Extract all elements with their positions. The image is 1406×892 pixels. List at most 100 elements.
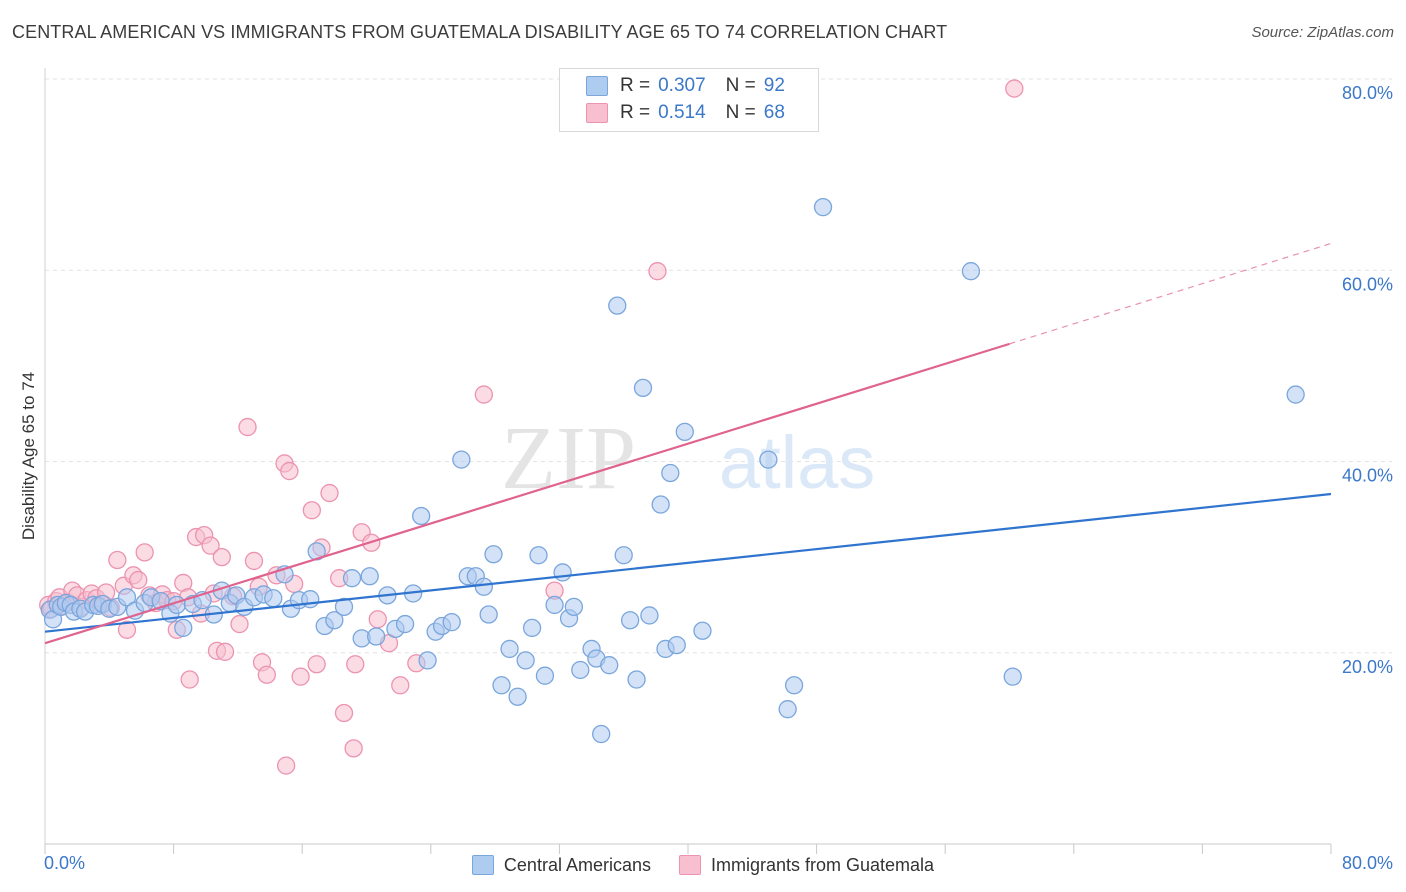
guatemala-point — [215, 642, 235, 661]
central-american-point — [117, 588, 137, 607]
central-american-point — [667, 635, 686, 655]
central-american-point — [620, 611, 640, 630]
axes — [44, 68, 1332, 854]
central-american-point — [608, 296, 627, 315]
central-american-point — [529, 546, 548, 565]
central-american-point — [1286, 385, 1305, 404]
central-american-point — [545, 595, 564, 615]
central-american-point — [564, 597, 584, 616]
central-american-point — [366, 627, 386, 646]
central-american-point — [813, 197, 833, 217]
central-american-point — [675, 422, 694, 442]
legend-n-value: 68 — [763, 102, 785, 123]
legend-r-value: 0.307 — [658, 75, 706, 96]
central-american-trend-line — [44, 492, 1332, 633]
guatemala-point — [334, 703, 354, 723]
central-american-point — [633, 378, 653, 398]
central-american-point — [651, 495, 670, 514]
central-american-point — [452, 450, 471, 469]
guatemala-point — [280, 461, 299, 481]
central-american-point — [784, 676, 804, 695]
central-american-point — [553, 563, 572, 582]
guatemala-point — [368, 610, 387, 629]
central-american-point — [759, 450, 778, 469]
central-american-point — [778, 700, 797, 719]
y-axis-label: Disability Age 65 to 74 — [19, 372, 38, 540]
x-tick-label: 0.0% — [44, 853, 85, 873]
guatemala-point — [307, 655, 326, 674]
x-tick-label: 80.0% — [1342, 853, 1393, 873]
guatemala-point — [391, 676, 410, 695]
watermark: ZIP atlas — [501, 409, 875, 508]
central-american-point — [592, 724, 611, 744]
central-american-point — [174, 618, 193, 638]
guatemala-point — [230, 614, 249, 634]
central-american-point — [614, 546, 633, 565]
guatemala-point — [276, 756, 296, 775]
guatemala-point — [648, 262, 667, 281]
guatemala-point — [212, 547, 231, 567]
guatemala-point — [180, 670, 199, 689]
guatemala-point — [320, 483, 339, 503]
guatemala-point — [257, 665, 276, 684]
legend-item-guatemala: Immigrants from Guatemala — [678, 854, 935, 876]
legend-row-guatemala: R = 0.514 N = 68 — [586, 101, 785, 125]
legend-r-value: 0.514 — [658, 102, 706, 123]
watermark-zip: ZIP — [501, 409, 636, 508]
guatemala-point — [302, 501, 321, 520]
central-american-point — [412, 506, 431, 526]
legend-swatch-blue — [586, 76, 608, 96]
central-american-point — [516, 651, 535, 670]
central-american-point — [600, 656, 619, 675]
legend-stats: R = 0.307 N = 92 R = 0.514 N = 68 — [559, 68, 819, 132]
central-american-point — [418, 651, 437, 670]
guatemala-point — [238, 417, 257, 437]
central-american-point — [1003, 667, 1022, 686]
series-central-american-points — [40, 197, 1305, 744]
legend-swatch-pink — [678, 855, 701, 875]
central-american-point — [442, 613, 461, 632]
guatemala-point — [291, 667, 310, 686]
trend-lines — [44, 242, 1332, 645]
legend-label-central-americans: Central Americans — [503, 854, 651, 875]
guatemala-point — [117, 620, 137, 639]
central-american-point — [661, 463, 680, 483]
guatemala-point — [244, 551, 264, 571]
guatemala-point — [129, 570, 148, 590]
y-tick-label: 80.0% — [1342, 83, 1393, 103]
central-american-point — [264, 589, 283, 608]
guatemala-trend-extension — [1009, 242, 1332, 345]
central-american-point — [301, 590, 320, 609]
grid-lines — [45, 78, 1392, 654]
guatemala-point — [1005, 79, 1024, 98]
legend-n-label: N = — [725, 75, 756, 96]
legend-swatch-pink — [586, 103, 608, 123]
guatemala-point — [346, 655, 365, 674]
central-american-point — [961, 262, 981, 281]
guatemala-point — [135, 543, 154, 562]
y-tick-label: 60.0% — [1342, 274, 1393, 294]
chart-source: Source: ZipAtlas.com — [1251, 24, 1394, 41]
legend-item-central-americans: Central Americans — [471, 854, 651, 876]
legend-n-label: N = — [725, 102, 756, 123]
legend-series: Central Americans Immigrants from Guatem… — [0, 852, 1406, 878]
central-american-point — [479, 605, 498, 624]
y-tick-label: 40.0% — [1342, 466, 1393, 486]
legend-swatch-blue — [471, 855, 494, 875]
central-american-point — [325, 611, 344, 630]
central-american-point — [640, 606, 659, 625]
legend-row-central-american: R = 0.307 N = 92 — [586, 74, 785, 98]
central-american-point — [334, 597, 354, 616]
guatemala-point — [108, 550, 127, 570]
guatemala-point — [201, 536, 220, 555]
central-american-point — [484, 545, 503, 564]
y-tick-label: 20.0% — [1342, 657, 1393, 677]
central-american-point — [395, 614, 415, 634]
central-american-point — [571, 660, 590, 680]
tick-labels: 20.0% 40.0% 60.0% 80.0% 0.0% 80.0% — [44, 83, 1393, 873]
legend-label-guatemala: Immigrants from Guatemala — [710, 854, 935, 875]
legend-n-value: 92 — [763, 75, 785, 96]
guatemala-trend-line — [44, 342, 1010, 645]
chart-title: CENTRAL AMERICAN VS IMMIGRANTS FROM GUAT… — [12, 22, 948, 42]
